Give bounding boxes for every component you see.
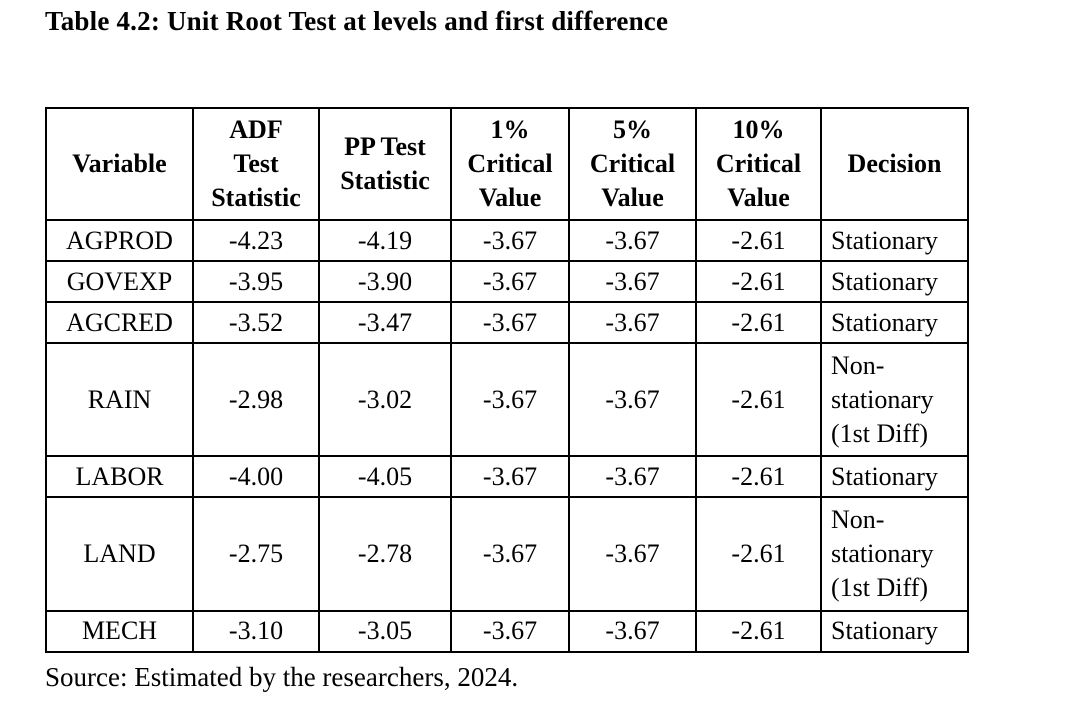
- cell-decision: Stationary: [820, 609, 969, 653]
- cell-pp: -4.19: [318, 219, 452, 262]
- table-body: AGPROD -4.23 -4.19 -3.67 -3.67 -2.61 Stationar…: [45, 219, 969, 653]
- cell-cv1: -3.67: [450, 219, 570, 262]
- column-header-10pct-critical: 10% Critical Value: [695, 107, 822, 221]
- source-note: Source: Estimated by the researchers, 20…: [45, 662, 519, 692]
- cell-decision: Stationary: [820, 301, 969, 344]
- cell-cv10: -2.61: [695, 341, 822, 458]
- unit-root-test-table: Variable ADF Test Statistic PP Test Stat…: [45, 107, 969, 653]
- table-row-rain: RAIN -2.98 -3.02 -3.67 -3.67 -2.61 Non- statio…: [45, 341, 969, 458]
- cell-cv10: -2.61: [695, 609, 822, 653]
- cell-cv5: -3.67: [568, 301, 697, 344]
- cell-adf: -2.75: [192, 496, 320, 612]
- cell-cv5: -3.67: [568, 609, 697, 653]
- cell-variable: GOVEXP: [45, 260, 194, 303]
- table-row-labor: LABOR -4.00 -4.05 -3.67 -3.67 -2.61 Stationary: [45, 455, 969, 499]
- cell-adf: -4.23: [192, 219, 320, 262]
- cell-decision: Stationary: [820, 455, 969, 499]
- cell-decision: Non- stationary (1st Diff): [820, 496, 969, 612]
- cell-cv10: -2.61: [695, 301, 822, 344]
- table-row-govexp: GOVEXP -3.95 -3.90 -3.67 -3.67 -2.61 Stationar…: [45, 260, 969, 303]
- cell-cv10: -2.61: [695, 455, 822, 499]
- cell-variable: MECH: [45, 609, 194, 653]
- cell-adf: -3.95: [192, 260, 320, 303]
- cell-adf: -4.00: [192, 455, 320, 499]
- column-header-1pct-critical: 1% Critical Value: [450, 107, 570, 221]
- cell-cv1: -3.67: [450, 301, 570, 344]
- table-title: Table 4.2: Unit Root Test at levels and …: [45, 6, 669, 36]
- cell-decision: Non- stationary (1st Diff): [820, 341, 969, 458]
- column-header-decision: Decision: [820, 107, 969, 221]
- table-row-mech: MECH -3.10 -3.05 -3.67 -3.67 -2.61 Stationary: [45, 609, 969, 653]
- cell-variable: LABOR: [45, 455, 194, 499]
- cell-variable: LAND: [45, 496, 194, 612]
- cell-decision: Stationary: [820, 260, 969, 303]
- cell-variable: AGCRED: [45, 301, 194, 344]
- cell-cv10: -2.61: [695, 260, 822, 303]
- column-header-variable: Variable: [45, 107, 194, 221]
- cell-cv1: -3.67: [450, 341, 570, 458]
- cell-pp: -3.47: [318, 301, 452, 344]
- cell-pp: -3.02: [318, 341, 452, 458]
- table-row-agprod: AGPROD -4.23 -4.19 -3.67 -3.67 -2.61 Stationar…: [45, 219, 969, 262]
- cell-cv1: -3.67: [450, 496, 570, 612]
- cell-cv1: -3.67: [450, 609, 570, 653]
- cell-cv5: -3.67: [568, 260, 697, 303]
- cell-cv5: -3.67: [568, 496, 697, 612]
- cell-pp: -4.05: [318, 455, 452, 499]
- cell-cv5: -3.67: [568, 219, 697, 262]
- column-header-5pct-critical: 5% Critical Value: [568, 107, 697, 221]
- column-header-adf-statistic: ADF Test Statistic: [192, 107, 320, 221]
- cell-cv10: -2.61: [695, 496, 822, 612]
- table-row-land: LAND -2.75 -2.78 -3.67 -3.67 -2.61 Non- statio…: [45, 496, 969, 612]
- table-row-agcred: AGCRED -3.52 -3.47 -3.67 -3.67 -2.61 Stationar…: [45, 301, 969, 344]
- cell-cv1: -3.67: [450, 260, 570, 303]
- cell-adf: -3.52: [192, 301, 320, 344]
- cell-pp: -3.05: [318, 609, 452, 653]
- cell-cv1: -3.67: [450, 455, 570, 499]
- cell-cv5: -3.67: [568, 341, 697, 458]
- cell-adf: -2.98: [192, 341, 320, 458]
- cell-variable: AGPROD: [45, 219, 194, 262]
- cell-cv10: -2.61: [695, 219, 822, 262]
- cell-cv5: -3.67: [568, 455, 697, 499]
- cell-adf: -3.10: [192, 609, 320, 653]
- column-header-pp-statistic: PP Test Statistic: [318, 107, 452, 221]
- cell-decision: Stationary: [820, 219, 969, 262]
- cell-pp: -2.78: [318, 496, 452, 612]
- cell-pp: -3.90: [318, 260, 452, 303]
- cell-variable: RAIN: [45, 341, 194, 458]
- table-header-row: Variable ADF Test Statistic PP Test Stat…: [45, 107, 969, 221]
